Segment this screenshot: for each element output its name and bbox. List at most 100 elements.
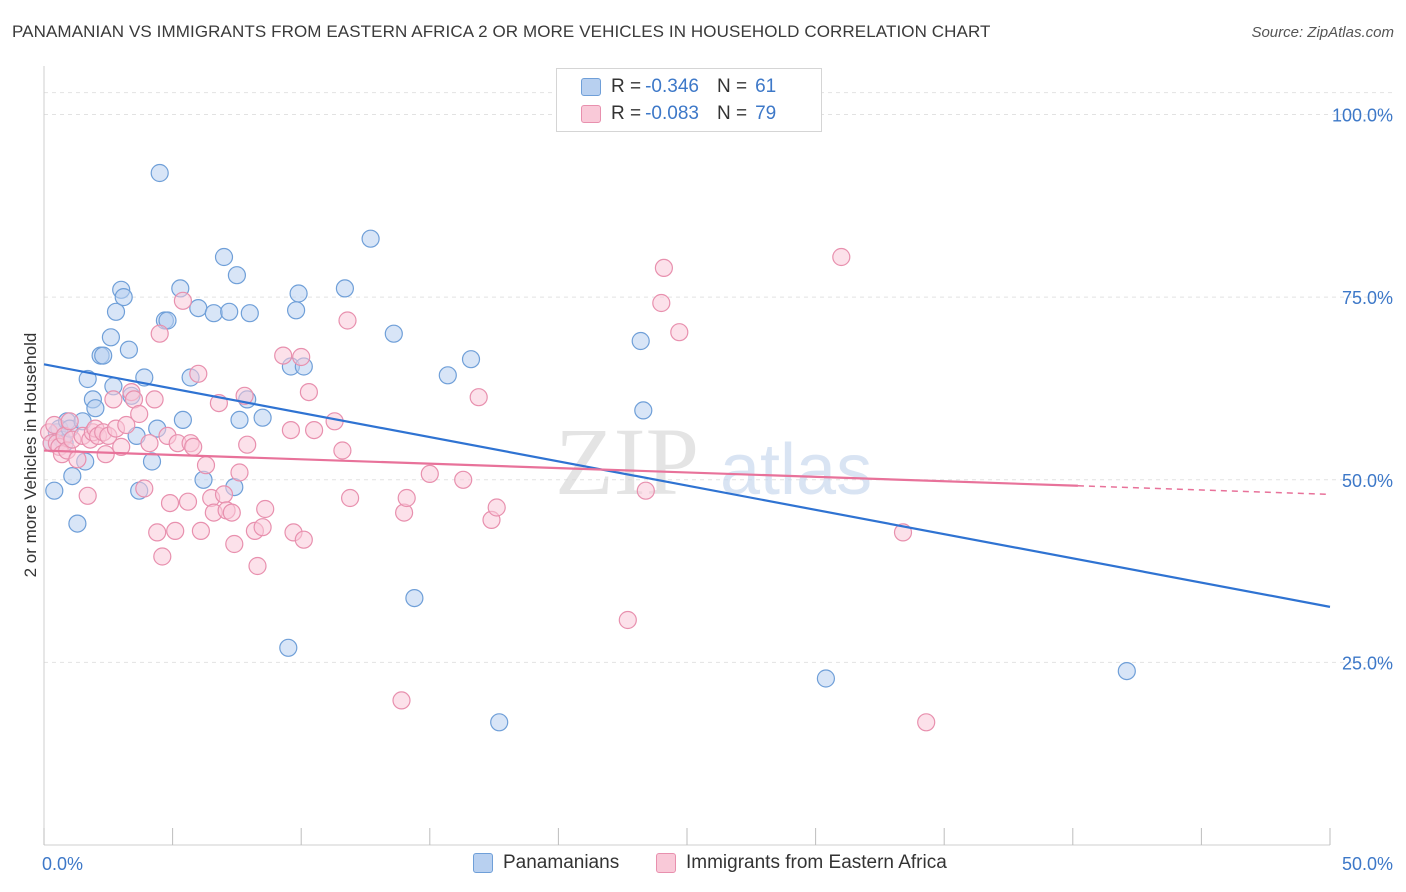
eastern-africa-point xyxy=(230,463,249,482)
eastern-africa-point xyxy=(184,437,203,456)
eastern-africa-point xyxy=(292,347,311,367)
x-tick-label: 0.0% xyxy=(42,854,83,874)
panamanian-point xyxy=(438,366,457,385)
panamanian-point xyxy=(114,288,133,307)
eastern-africa-point xyxy=(130,404,149,424)
y-tick-label: 100.0% xyxy=(1332,106,1393,126)
panamanian-point xyxy=(106,302,126,321)
eastern-africa-point xyxy=(487,498,506,517)
panamanian-point xyxy=(86,399,105,418)
eastern-africa-point xyxy=(78,486,97,505)
panamanian-point xyxy=(227,266,246,285)
watermark: ZIP atlas xyxy=(555,408,872,515)
eastern-africa-point xyxy=(145,390,164,409)
eastern-africa-point xyxy=(238,435,257,454)
eastern-africa-point xyxy=(117,415,136,435)
eastern-africa-point xyxy=(392,691,411,710)
panamanian-point xyxy=(78,369,97,389)
panamanian-point xyxy=(94,346,113,365)
legend-r-value: -0.346 xyxy=(645,76,699,97)
legend-swatch-blue xyxy=(581,78,601,96)
eastern-africa-point xyxy=(832,247,851,267)
tick-labels: 25.0% 50.0% 75.0% 100.0% 0.0% 50.0% xyxy=(42,106,1393,874)
panamanian-point xyxy=(119,340,138,359)
eastern-africa-point xyxy=(196,456,216,475)
eastern-africa-point xyxy=(166,521,185,541)
legend-label: Panamanians xyxy=(503,852,620,873)
trend-line-dashed xyxy=(1077,485,1331,496)
panamanian-point xyxy=(816,669,836,688)
trend-line-solid xyxy=(43,449,1078,487)
y-tick-label: 25.0% xyxy=(1342,653,1393,673)
panamanian-point xyxy=(189,299,208,318)
eastern-africa-point xyxy=(225,534,244,554)
panamanian-point xyxy=(461,350,481,369)
eastern-africa-point xyxy=(636,481,655,500)
y-axis-title: 2 or more Vehicles in Household xyxy=(21,333,40,578)
eastern-africa-point xyxy=(235,386,254,405)
legend-swatch-blue xyxy=(473,853,493,873)
panamanian-point xyxy=(214,247,234,267)
panamanian-point xyxy=(490,713,509,732)
eastern-africa-point xyxy=(189,364,208,383)
panamanian-point xyxy=(204,304,223,323)
legend-n-value: 61 xyxy=(755,76,777,97)
panamanian-point xyxy=(101,328,121,347)
eastern-africa-point xyxy=(140,434,159,453)
eastern-africa-point xyxy=(112,437,131,456)
panamanian-point xyxy=(405,588,424,608)
eastern-africa-point xyxy=(104,390,123,409)
eastern-africa-point xyxy=(917,713,936,732)
panamanian-point xyxy=(384,324,403,343)
y-tick-label: 50.0% xyxy=(1342,471,1393,491)
legend-n-label: N = xyxy=(716,76,748,97)
trend-lines xyxy=(43,363,1331,608)
eastern-africa-point xyxy=(222,503,241,522)
eastern-africa-point xyxy=(173,291,192,310)
panamanian-point xyxy=(150,163,169,183)
panamanian-point xyxy=(45,481,64,500)
eastern-africa-point xyxy=(333,441,352,460)
panamanian-point xyxy=(240,304,259,323)
panamanian-point xyxy=(220,302,239,321)
panamanian-point xyxy=(68,514,87,533)
watermark-zip: ZIP xyxy=(555,408,699,515)
panamanian-point xyxy=(63,467,82,486)
panamanian-point xyxy=(287,301,306,320)
eastern-africa-point xyxy=(654,258,674,277)
legend-n-value: 79 xyxy=(755,103,777,124)
chart-source: Source: ZipAtlas.com xyxy=(1251,24,1394,41)
series-legend: Panamanians Immigrants from Eastern Afri… xyxy=(0,852,1406,878)
panamanian-point xyxy=(158,311,177,330)
eastern-africa-point xyxy=(670,323,689,342)
panamanian-point xyxy=(289,284,308,303)
legend-swatch-pink xyxy=(581,105,601,123)
panamanian-point xyxy=(230,410,249,429)
panamanian-point xyxy=(253,408,272,427)
x-tick-label: 50.0% xyxy=(1342,854,1393,874)
eastern-africa-point xyxy=(253,518,272,537)
legend-r-label: R = xyxy=(611,76,642,97)
eastern-africa-point xyxy=(305,421,324,440)
legend-r-value: -0.083 xyxy=(645,103,699,124)
chart-title: PANAMANIAN VS IMMIGRANTS FROM EASTERN AF… xyxy=(12,22,991,41)
eastern-africa-point xyxy=(214,485,234,504)
panamanian-point xyxy=(1117,661,1136,681)
eastern-africa-point xyxy=(191,521,210,541)
eastern-africa-point xyxy=(96,445,115,464)
eastern-africa-point xyxy=(60,412,79,431)
legend-item-panamanians: Panamanians xyxy=(473,852,619,874)
watermark-atlas: atlas xyxy=(720,430,872,510)
eastern-africa-point xyxy=(274,346,293,365)
eastern-africa-point xyxy=(178,492,198,511)
panamanian-point xyxy=(361,229,380,248)
panamanian-point xyxy=(173,410,192,429)
eastern-africa-point xyxy=(652,293,671,313)
eastern-africa-point xyxy=(248,556,267,576)
eastern-africa-point xyxy=(397,488,416,508)
eastern-africa-point xyxy=(618,610,637,630)
eastern-africa-point xyxy=(150,324,169,343)
eastern-africa-point xyxy=(153,547,172,566)
eastern-africa-point xyxy=(294,530,313,549)
